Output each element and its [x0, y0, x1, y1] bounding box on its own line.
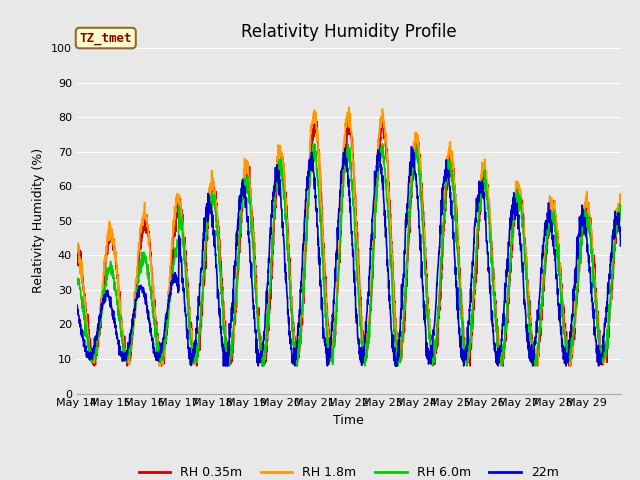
- X-axis label: Time: Time: [333, 414, 364, 427]
- Legend: RH 0.35m, RH 1.8m, RH 6.0m, 22m: RH 0.35m, RH 1.8m, RH 6.0m, 22m: [134, 461, 564, 480]
- Text: TZ_tmet: TZ_tmet: [79, 32, 132, 45]
- Title: Relativity Humidity Profile: Relativity Humidity Profile: [241, 23, 456, 41]
- Y-axis label: Relativity Humidity (%): Relativity Humidity (%): [33, 148, 45, 293]
